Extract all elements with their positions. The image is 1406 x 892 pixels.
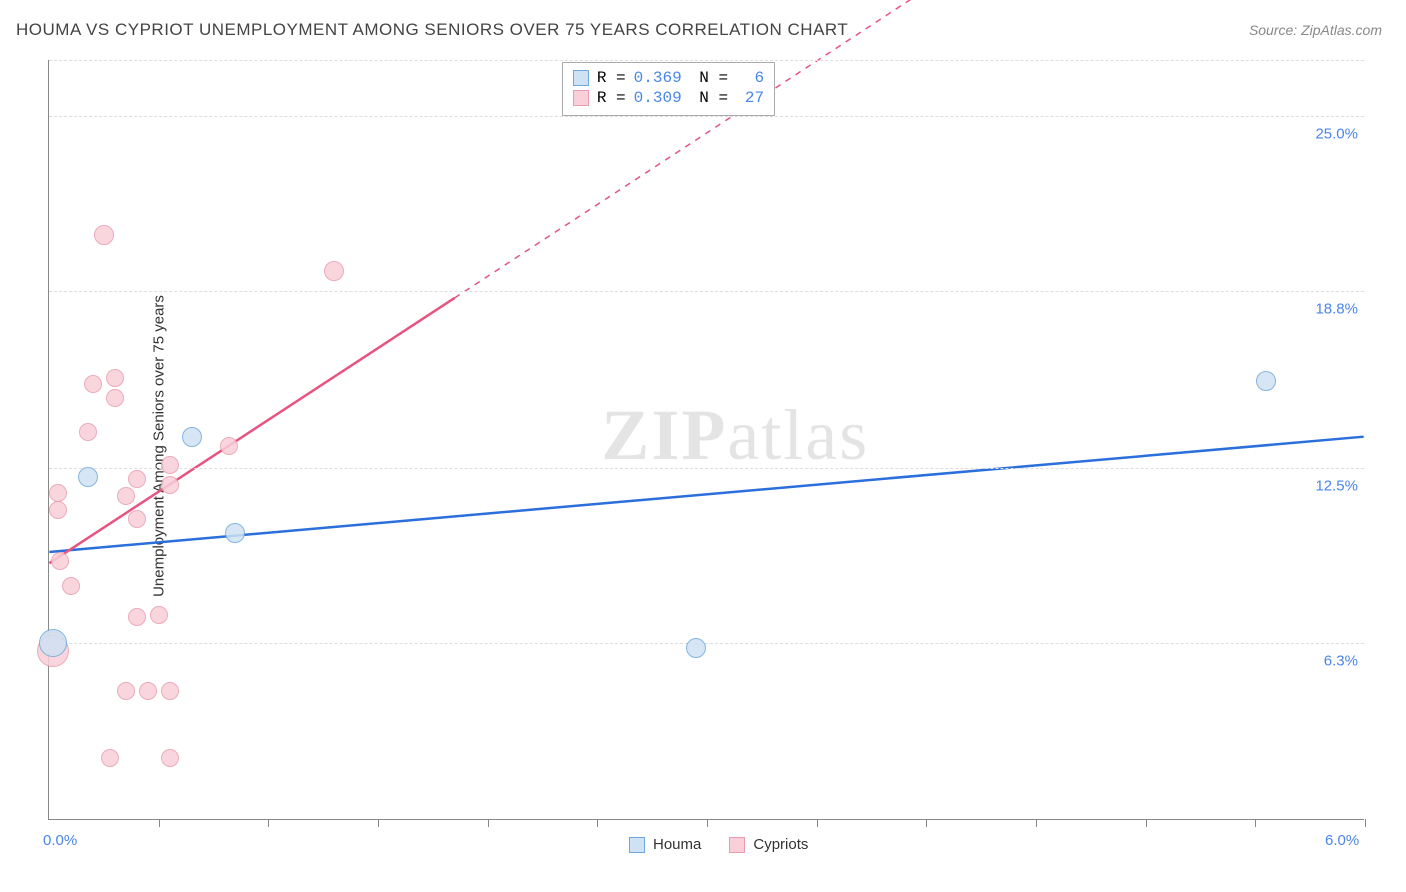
- y-tick-label: 12.5%: [1315, 478, 1358, 495]
- y-tick-label: 25.0%: [1315, 126, 1358, 143]
- houma-point: [1256, 371, 1276, 391]
- stat-r-value: 0.369: [634, 69, 682, 87]
- source-attribution: Source: ZipAtlas.com: [1249, 22, 1382, 38]
- trend-lines-layer: [49, 60, 1364, 819]
- cypriots-point: [79, 423, 97, 441]
- correlation-stats-box: R = 0.369 N = 6 R = 0.309 N = 27: [562, 62, 775, 116]
- watermark-zip: ZIP: [601, 395, 727, 475]
- x-tick: [159, 819, 160, 827]
- cypriots-legend-label: Cypriots: [753, 836, 808, 853]
- houma-swatch: [573, 70, 589, 86]
- cypriots-point: [128, 470, 146, 488]
- y-tick-label: 18.8%: [1315, 300, 1358, 317]
- x-tick: [817, 819, 818, 827]
- cypriots-point: [49, 484, 67, 502]
- legend-item-cypriots: Cypriots: [729, 836, 808, 853]
- cypriots-point: [324, 261, 344, 281]
- gridline: [49, 60, 1364, 61]
- stat-r-label: R =: [597, 69, 626, 87]
- plot-area: ZIPatlas R =0.369 N =6R =0.309 N =27 Hou…: [48, 60, 1364, 820]
- cypriots-point: [139, 682, 157, 700]
- cypriots-point: [128, 608, 146, 626]
- cypriots-point: [106, 389, 124, 407]
- cypriots-point: [117, 682, 135, 700]
- cypriots-point: [128, 510, 146, 528]
- x-tick: [378, 819, 379, 827]
- x-tick: [1255, 819, 1256, 827]
- gridline: [49, 643, 1364, 644]
- stat-n-value: 6: [736, 69, 764, 87]
- x-tick: [926, 819, 927, 827]
- stats-row-cypriots: R = 0.309 N = 27: [573, 89, 764, 107]
- houma-point: [78, 467, 98, 487]
- legend: Houma Cypriots: [629, 836, 808, 853]
- legend-item-houma: Houma: [629, 836, 701, 853]
- houma-legend-swatch: [629, 837, 645, 853]
- cypriots-point: [161, 682, 179, 700]
- watermark: ZIPatlas: [601, 394, 869, 477]
- cypriots-point: [220, 437, 238, 455]
- houma-point: [182, 427, 202, 447]
- cypriots-point: [106, 369, 124, 387]
- watermark-atlas: atlas: [727, 395, 869, 475]
- cypriots-point: [117, 487, 135, 505]
- cypriots-point: [161, 749, 179, 767]
- houma-legend-label: Houma: [653, 836, 701, 853]
- cypriots-point: [150, 606, 168, 624]
- cypriots-legend-swatch: [729, 837, 745, 853]
- gridline: [49, 291, 1364, 292]
- x-tick: [1365, 819, 1366, 827]
- houma-point: [39, 629, 67, 657]
- stat-n-label: N =: [690, 89, 728, 107]
- cypriots-point: [161, 456, 179, 474]
- cypriots-point: [51, 552, 69, 570]
- x-tick: [488, 819, 489, 827]
- stat-n-label: N =: [690, 69, 728, 87]
- y-tick-label: 6.3%: [1324, 652, 1358, 669]
- x-tick: [268, 819, 269, 827]
- cypriots-point: [94, 225, 114, 245]
- stat-n-value: 27: [736, 89, 764, 107]
- x-tick: [597, 819, 598, 827]
- houma-point: [686, 638, 706, 658]
- gridline: [49, 468, 1364, 469]
- stat-r-label: R =: [597, 89, 626, 107]
- cypriots-point: [62, 577, 80, 595]
- cypriots-point: [49, 501, 67, 519]
- gridline: [49, 116, 1364, 117]
- stat-r-value: 0.309: [634, 89, 682, 107]
- cypriots-swatch: [573, 90, 589, 106]
- x-tick: [707, 819, 708, 827]
- cypriots-point: [84, 375, 102, 393]
- cypriots-point: [161, 476, 179, 494]
- x-tick: [1146, 819, 1147, 827]
- stats-row-houma: R = 0.369 N = 6: [573, 69, 764, 87]
- houma-point: [225, 523, 245, 543]
- chart-title: HOUMA VS CYPRIOT UNEMPLOYMENT AMONG SENI…: [16, 20, 848, 40]
- x-tick: [1036, 819, 1037, 827]
- x-tick-label: 6.0%: [1325, 832, 1359, 849]
- cypriots-point: [101, 749, 119, 767]
- x-tick-label: 0.0%: [43, 832, 77, 849]
